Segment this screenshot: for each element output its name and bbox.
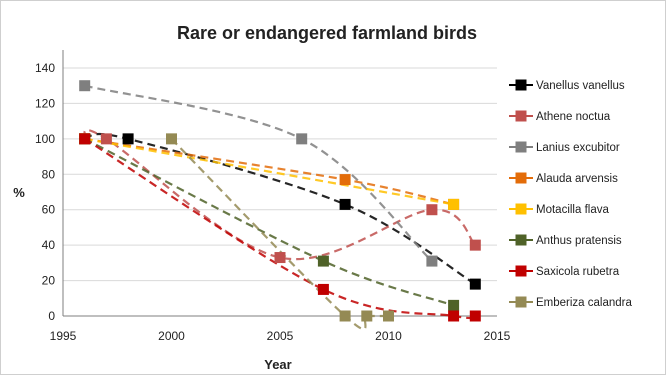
data-point (100, 133, 112, 145)
data-point (166, 133, 177, 145)
legend-label: Vanellus vanellus (536, 80, 625, 92)
data-point (448, 198, 460, 210)
data-point (339, 174, 351, 186)
data-point (317, 283, 329, 295)
legend-swatch-marker (515, 296, 527, 308)
data-point (79, 80, 91, 92)
legend-swatch-marker (515, 234, 527, 246)
trend-line (84, 137, 454, 307)
x-tick-label: 2005 (267, 329, 294, 343)
legend-swatch-marker (515, 110, 527, 122)
axes (62, 50, 497, 317)
legend-label: Lanius excubitor (536, 142, 620, 154)
legend-label: Emberiza calandra (536, 297, 632, 309)
chart-title: Rare or endangered farmland birds (177, 23, 477, 43)
legend: Vanellus vanellus Athene noctua Lanius exc… (509, 79, 632, 309)
data-point (274, 252, 286, 264)
data-point (122, 133, 134, 145)
data-markers (79, 80, 481, 322)
legend-swatch-marker (515, 141, 527, 153)
trend-line (170, 138, 389, 331)
y-axis-title: % (13, 185, 25, 200)
legend-swatch-marker (515, 79, 527, 91)
data-point (317, 255, 329, 267)
x-tick-label: 2015 (484, 329, 511, 343)
data-point (469, 310, 481, 322)
legend-label: Motacilla flava (536, 204, 609, 216)
y-tick-label: 140 (35, 61, 55, 75)
trend-lines (83, 84, 477, 331)
legend-label: Saxicola rubetra (536, 266, 620, 278)
y-axis-ticks: 0 20 40 60 80 100 120 140 (35, 61, 55, 323)
data-point (426, 204, 438, 216)
legend-swatch-marker (515, 172, 527, 184)
y-tick-label: 0 (48, 309, 55, 323)
x-axis-ticks: 1995 2000 2005 2010 2015 (50, 329, 511, 343)
legend-label: Anthus pratensis (536, 235, 622, 247)
gridlines (63, 67, 497, 282)
trend-line (84, 137, 454, 206)
legend-label: Alauda arvensis (536, 173, 618, 185)
y-tick-label: 120 (35, 96, 55, 110)
trend-line (84, 137, 476, 320)
y-tick-label: 20 (42, 274, 56, 288)
x-axis-title: Year (264, 357, 291, 372)
legend-swatch-marker (515, 203, 527, 215)
data-point (383, 310, 394, 322)
y-tick-label: 100 (35, 132, 55, 146)
data-point (426, 255, 438, 267)
data-point (296, 133, 308, 145)
data-point (79, 133, 91, 145)
data-point (448, 299, 460, 311)
data-point (469, 239, 481, 251)
data-point (339, 310, 351, 322)
x-tick-label: 1995 (50, 329, 77, 343)
data-point (339, 198, 351, 210)
y-tick-label: 40 (42, 238, 56, 252)
legend-swatch-marker (515, 265, 527, 277)
trend-line (84, 137, 454, 206)
data-point (469, 278, 481, 290)
y-tick-label: 60 (42, 203, 56, 217)
y-tick-label: 80 (42, 167, 56, 181)
x-tick-label: 2010 (375, 329, 402, 343)
data-point (448, 310, 460, 322)
legend-label: Athene noctua (536, 111, 611, 123)
data-point (361, 310, 373, 322)
trend-line (84, 84, 433, 262)
x-tick-label: 2000 (158, 329, 185, 343)
